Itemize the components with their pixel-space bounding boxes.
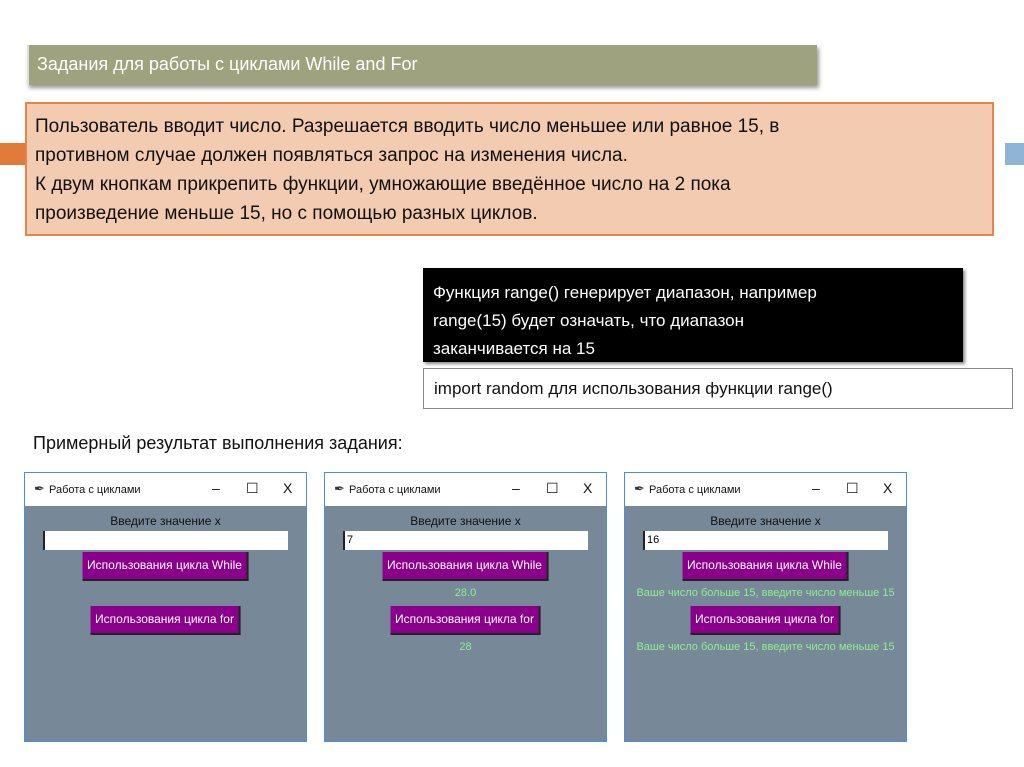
slide-title: Задания для работы с циклами While and F…	[37, 54, 418, 74]
minimize-button[interactable]: –	[212, 480, 220, 496]
while-output: 28.0	[454, 587, 477, 599]
value-input[interactable]	[43, 531, 288, 550]
for-loop-button[interactable]: Использования цикла for	[690, 606, 841, 635]
close-button[interactable]: X	[883, 480, 893, 496]
for-loop-button[interactable]: Использования цикла for	[390, 606, 541, 635]
prompt-label: Введите значение x	[710, 514, 821, 528]
while-loop-button[interactable]: Использования цикла While	[682, 552, 849, 581]
example-label: Примерный результат выполнения задания:	[33, 433, 403, 453]
window-titlebar: ✒ Работа с циклами – ☐ X	[625, 473, 906, 506]
value-input[interactable]: 16	[643, 531, 888, 550]
for-output: Ваше число больше 15, введите число мень…	[636, 641, 895, 653]
prompt-label: Введите значение x	[410, 514, 521, 528]
minimize-button[interactable]: –	[512, 480, 520, 496]
feather-icon: ✒	[34, 481, 45, 496]
range-line: Функция range() генерирует диапазон, нап…	[433, 283, 817, 302]
window-titlebar: ✒ Работа с циклами – ☐ X	[25, 473, 306, 506]
prompt-label: Введите значение x	[110, 514, 221, 528]
app-window: ✒ Работа с циклами – ☐ X Введите значени…	[624, 472, 907, 742]
import-note: import random для использования функции …	[434, 379, 833, 398]
range-line: range(15) будет означать, что диапазон	[433, 311, 745, 330]
while-output: Ваше число больше 15, введите число мень…	[636, 587, 895, 599]
close-button[interactable]: X	[283, 480, 293, 496]
accent-bar-left	[0, 143, 28, 165]
task-line: произведение меньше 15, но с помощью раз…	[35, 203, 538, 224]
maximize-button[interactable]: ☐	[846, 480, 859, 496]
value-input[interactable]: 7	[343, 531, 588, 550]
range-line: заканчивается на 15	[433, 339, 595, 358]
maximize-button[interactable]: ☐	[246, 480, 259, 496]
task-line: противном случае должен появляться запро…	[35, 145, 628, 166]
maximize-button[interactable]: ☐	[546, 480, 559, 496]
minimize-button[interactable]: –	[812, 480, 820, 496]
accent-bar-right	[1005, 143, 1024, 165]
app-window: ✒ Работа с циклами – ☐ X Введите значени…	[324, 472, 607, 742]
window-titlebar: ✒ Работа с циклами – ☐ X	[325, 473, 606, 506]
while-loop-button[interactable]: Использования цикла While	[382, 552, 549, 581]
range-note-box: Функция range() генерирует диапазон, нап…	[423, 268, 963, 362]
window-title: Работа с циклами	[49, 484, 141, 496]
task-line: Пользователь вводит число. Разрешается в…	[35, 116, 780, 137]
task-description-box: Пользователь вводит число. Разрешается в…	[25, 102, 994, 236]
task-line: К двум кнопкам прикрепить функции, умнож…	[35, 174, 731, 195]
for-loop-button[interactable]: Использования цикла for	[90, 606, 241, 635]
import-note-box: import random для использования функции …	[423, 368, 1013, 409]
for-output: 28	[459, 641, 472, 653]
while-loop-button[interactable]: Использования цикла While	[82, 552, 249, 581]
window-title: Работа с циклами	[349, 484, 441, 496]
close-button[interactable]: X	[583, 480, 593, 496]
feather-icon: ✒	[334, 481, 345, 496]
feather-icon: ✒	[634, 481, 645, 496]
app-window: ✒ Работа с циклами – ☐ X Введите значени…	[24, 472, 307, 742]
window-title: Работа с циклами	[649, 484, 741, 496]
slide-title-bar: Задания для работы с циклами While and F…	[27, 45, 817, 85]
